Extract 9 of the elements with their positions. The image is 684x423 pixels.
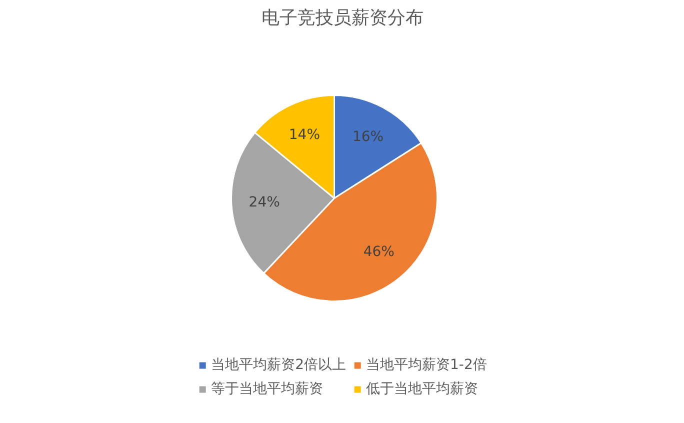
chart-title: 电子竞技员薪资分布 xyxy=(262,8,424,28)
data-label: 46% xyxy=(363,244,394,260)
legend-label: 等于当地平均薪资 xyxy=(211,380,324,398)
data-label: 16% xyxy=(352,128,384,145)
legend-label: 低于当地平均薪资 xyxy=(366,380,478,398)
legend-label: 当地平均薪资1-2倍 xyxy=(366,356,487,374)
data-label: 14% xyxy=(288,126,320,143)
legend-label: 当地平均薪资2倍以上 xyxy=(211,356,346,374)
data-label: 24% xyxy=(248,194,280,211)
